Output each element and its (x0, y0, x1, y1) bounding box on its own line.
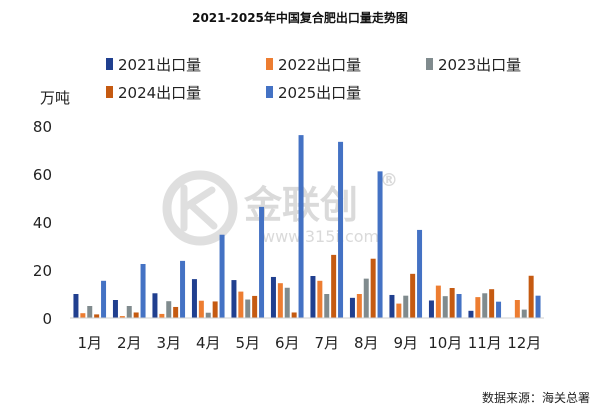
bar-2023出口量-9月 (403, 295, 409, 318)
x-tick-label: 11月 (468, 334, 502, 352)
bar-2024出口量-2月 (133, 312, 139, 318)
bar-2024出口量-5月 (252, 295, 258, 318)
watermark-registered: ® (380, 170, 398, 191)
bar-2023出口量-7月 (324, 294, 330, 318)
chart-title: 2021-2025年中国复合肥出口量走势图 (192, 10, 408, 25)
bar-2021出口量-1月 (73, 294, 79, 318)
x-tick-label: 2月 (117, 334, 142, 352)
bars (73, 135, 541, 318)
x-tick-label: 12月 (507, 334, 541, 352)
bar-2024出口量-6月 (291, 312, 297, 318)
watermark-ring-icon (162, 170, 238, 246)
bar-2023出口量-12月 (521, 309, 527, 318)
y-axis-label: 万吨 (40, 89, 70, 107)
x-tick-label: 5月 (235, 334, 260, 352)
bar-2021出口量-4月 (191, 279, 197, 318)
x-tick-label: 7月 (314, 334, 339, 352)
bar-2023出口量-2月 (126, 306, 132, 318)
legend-swatch-2025出口量 (266, 86, 273, 98)
x-tick-label: 9月 (393, 334, 418, 352)
legend-label: 2021出口量 (118, 56, 201, 74)
watermark-k-icon (180, 184, 218, 232)
bar-2024出口量-3月 (173, 306, 179, 318)
bar-2023出口量-6月 (284, 287, 290, 318)
bar-2025出口量-2月 (140, 264, 146, 318)
bar-2023出口量-10月 (442, 296, 448, 318)
bar-2025出口量-9月 (417, 229, 423, 318)
watermark-url: www.315i.com (262, 227, 379, 246)
bar-2023出口量-4月 (205, 312, 211, 318)
bar-2023出口量-11月 (482, 293, 488, 318)
x-tick-label: 10月 (428, 334, 462, 352)
bar-2022出口量-3月 (159, 313, 165, 318)
bar-2021出口量-10月 (428, 300, 434, 318)
bar-2024出口量-1月 (94, 314, 100, 318)
bar-2021出口量-8月 (349, 297, 355, 318)
bar-2024出口量-4月 (212, 301, 218, 318)
bar-2022出口量-7月 (317, 280, 323, 318)
bar-2023出口量-3月 (166, 301, 172, 318)
legend-swatch-2024出口量 (106, 86, 113, 98)
bar-2024出口量-11月 (489, 289, 495, 318)
bar-2022出口量-2月 (119, 316, 125, 318)
x-tick-label: 8月 (354, 334, 379, 352)
bar-2022出口量-5月 (238, 291, 244, 318)
y-tick-label: 60 (33, 166, 52, 184)
bar-2025出口量-11月 (496, 301, 502, 318)
bar-2025出口量-1月 (101, 280, 107, 318)
x-tick-label: 3月 (156, 334, 181, 352)
y-tick-label: 0 (42, 310, 52, 328)
legend: 2021出口量 2022出口量 2023出口量 2024出口量 2025出口量 (106, 56, 521, 102)
bar-2024出口量-7月 (331, 254, 337, 318)
bar-2021出口量-9月 (389, 294, 395, 318)
bar-2022出口量-10月 (435, 285, 441, 318)
x-axis: 1月 2月 3月 4月 5月 6月 7月 8月 9月 10月 11月 12月 (77, 334, 541, 352)
y-tick-label: 20 (33, 262, 52, 280)
x-tick-label: 1月 (77, 334, 102, 352)
bar-2025出口量-10月 (456, 294, 462, 318)
bar-2025出口量-8月 (377, 171, 383, 318)
bar-2025出口量-12月 (535, 295, 541, 318)
legend-label: 2024出口量 (118, 84, 201, 102)
bar-2021出口量-2月 (112, 300, 118, 318)
legend-swatch-2023出口量 (426, 58, 433, 70)
legend-swatch-2022出口量 (266, 58, 273, 70)
x-tick-label: 6月 (275, 334, 300, 352)
bar-2022出口量-11月 (475, 297, 481, 318)
bar-2021出口量-5月 (231, 280, 237, 318)
y-tick-label: 40 (33, 214, 52, 232)
source-note: 数据来源：海关总署 (482, 390, 590, 405)
bar-2023出口量-5月 (245, 299, 251, 318)
bar-2022出口量-12月 (514, 300, 520, 318)
bar-2023出口量-1月 (87, 306, 93, 318)
bar-2025出口量-3月 (180, 260, 186, 318)
y-axis: 0 20 40 60 80 (33, 118, 52, 328)
bar-2021出口量-3月 (152, 293, 158, 318)
bar-2022出口量-1月 (80, 313, 86, 318)
x-tick-label: 4月 (196, 334, 221, 352)
bar-2023出口量-8月 (363, 278, 369, 318)
bar-2021出口量-7月 (310, 276, 316, 318)
bar-2022出口量-9月 (396, 303, 402, 318)
bar-2025出口量-6月 (298, 135, 304, 318)
bar-2024出口量-9月 (410, 273, 416, 318)
bar-2022出口量-8月 (356, 294, 362, 318)
legend-label: 2025出口量 (278, 84, 361, 102)
bar-2025出口量-4月 (219, 234, 225, 318)
bar-2022出口量-4月 (198, 300, 204, 318)
bar-2024出口量-10月 (449, 288, 455, 318)
legend-label: 2022出口量 (278, 56, 361, 74)
bar-2021出口量-11月 (468, 310, 474, 318)
legend-swatch-2021出口量 (106, 58, 113, 70)
legend-label: 2023出口量 (438, 56, 521, 74)
y-tick-label: 80 (33, 118, 52, 136)
bar-2025出口量-5月 (259, 206, 265, 318)
watermark-logo: 金联创 ® www.315i.com (162, 170, 398, 246)
bar-2022出口量-6月 (277, 283, 283, 318)
bar-2025出口量-7月 (338, 141, 344, 318)
bar-2024出口量-8月 (370, 258, 376, 318)
bar-2021出口量-6月 (270, 276, 276, 318)
bar-2024出口量-12月 (528, 275, 534, 318)
